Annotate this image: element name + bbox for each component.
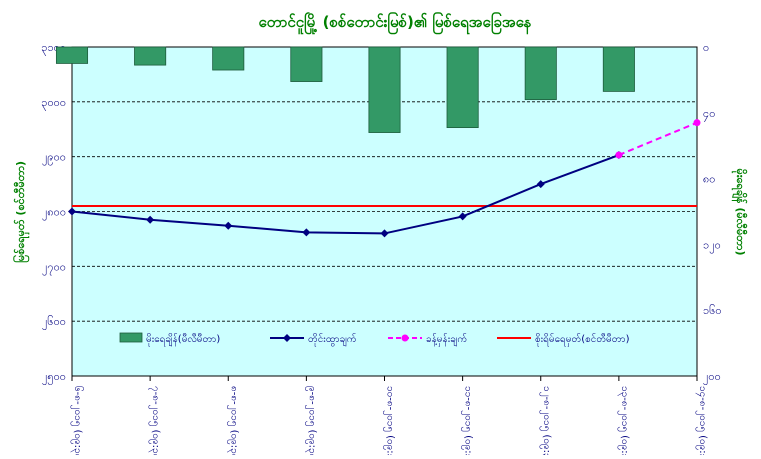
legend-swatch [119,332,143,343]
rainfall-bar [524,46,557,101]
rainfall-bar [368,46,401,133]
forecast-line [618,121,698,156]
observed-point [68,207,76,216]
x-tick-label: ၉-၈-၂၀၁၅ (၀၉:၃၀) [304,386,317,455]
y-tick-label-left: ၂၆၀၀ [42,315,66,330]
y-axis-label-right: မိုးရေချိန် (မီလီမီတာ) [731,169,748,256]
y-tick-label-right: ၀ [703,41,709,54]
legend-marker [283,334,291,342]
y-tick-label-right: ၁၆၀ [703,304,722,317]
rainfall-bar [290,46,323,82]
rainfall-bar [212,46,245,71]
x-tick-label: ၇-၈-၂၀၁၅ (၀၉:၃၀) [148,386,161,455]
rainfall-bar [134,46,167,66]
forecast-point [615,151,623,159]
rainfall-bar [55,46,89,64]
y-tick-label-right: ၄၀ [703,107,715,122]
legend-label: တိုင်းထွာချက် [308,332,357,347]
observed-point [458,212,467,221]
x-tick-label: ၈-၈-၂၀၁၅ (၀၉:၃၀) [226,386,239,455]
observed-point [146,215,155,224]
rainfall-bar [602,46,635,92]
observed-point [536,180,545,189]
observed-point [380,229,389,238]
y-tick-label-left: ၂၈၀၀ [42,206,66,221]
legend-label: စိုးရိမ်ရေမှတ်(စင်တီမီတာ) [535,332,630,347]
observed-line [71,154,620,235]
observed-point [224,221,233,230]
y-tick-label-right: ၈၀ [703,173,715,186]
x-tick-label: ၁၁-၈-၂၀၁၅ (၀၉:၃၀) [461,386,474,455]
x-tick-label: ၆-၈-၂၀၁၅ (၀၉:၃၀) [70,386,85,455]
y-tick-label-right: ၁၂၀ [703,238,721,253]
y-tick-label-left: ၂၅၀၀ [42,370,66,385]
y-axis-label-left: မြစ်ရေမှတ် (စင်တီမီတာ) [12,161,30,263]
legend-marker [401,334,409,342]
legend-label: ခန့်မှန်းချက် [426,332,467,347]
y-tick-label-left: ၂၉၀၀ [42,151,66,166]
y-tick-label-right: ၂၀၀ [703,370,721,385]
forecast-point [693,119,701,127]
y-tick-label-left: ၂၇၀၀ [42,260,66,275]
x-tick-label: ၁၃-၈-၂၀၁၅ (၀၉:၃၀) [617,386,630,455]
rainfall-bar [446,46,479,129]
x-tick-label: ၁၂-၈-၂၀၁၅ (၀၉:၃၀) [539,386,552,455]
x-tick-label: ၁၀-၈-၂၀၁၅ (၀၉:၃၀) [383,386,396,455]
legend-label: မိုးရေချိန်(မီလီမီတာ) [146,332,220,347]
y-tick-label-left: ၃၀၀၀ [41,96,66,111]
observed-point [302,228,311,237]
x-tick-label: ၁၄-၈-၂၀၁၅ (၀၉:၃၀) [695,386,708,455]
